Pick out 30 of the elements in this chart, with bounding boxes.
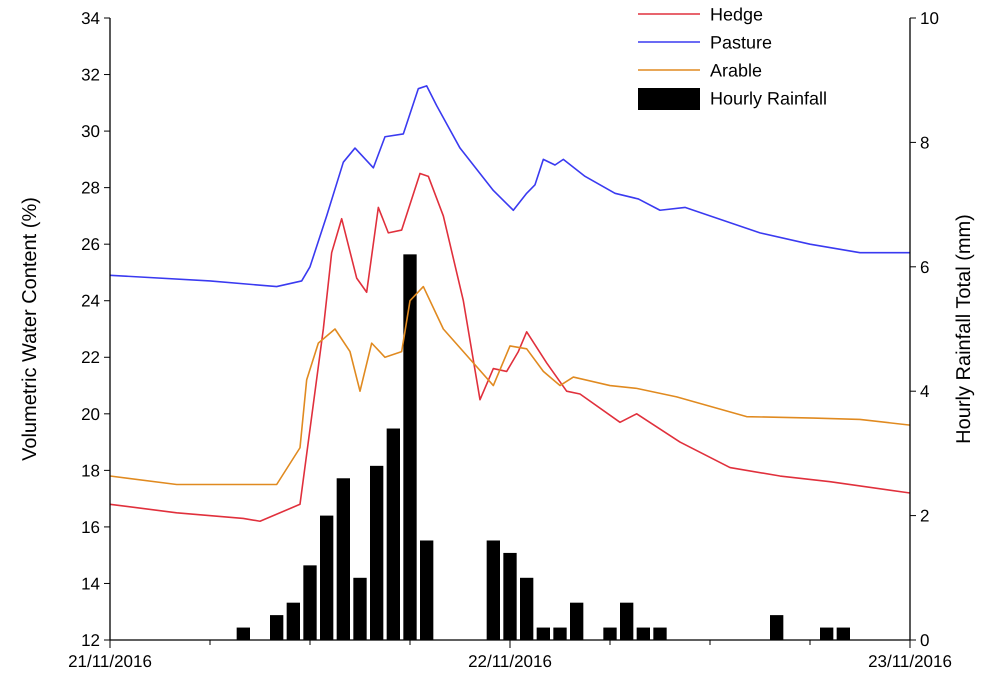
y2-tick-label: 8	[920, 133, 930, 152]
y-axis-title: Volumetric Water Content (%)	[19, 197, 41, 461]
y-tick-label: 20	[81, 404, 100, 424]
y-tick-label: 16	[81, 518, 100, 537]
line-series	[109, 172, 911, 522]
y2-tick-label: 6	[920, 258, 930, 277]
y-tick-label: 30	[81, 122, 100, 142]
y-tick-label: 26	[81, 235, 100, 254]
legend-label: Pasture	[710, 32, 772, 52]
y-tick-label: 32	[81, 65, 100, 84]
x-tick-label: 23/11/2016	[868, 652, 952, 671]
legend-label: Hourly Rainfall	[710, 88, 828, 108]
x-tick-label: 22/11/2016	[468, 652, 552, 671]
y-tick-label: 18	[81, 461, 100, 480]
line-series	[109, 286, 911, 486]
y-tick-label: 28	[81, 178, 100, 198]
y-tick-label: 12	[81, 630, 100, 650]
legend-label: Arable	[710, 60, 762, 80]
y-tick-label: 14	[81, 574, 100, 594]
legend-label: Hedge	[710, 4, 764, 24]
y-tick-label: 34	[81, 8, 100, 28]
y-tick-label: 24	[81, 292, 100, 311]
y2-tick-label: 0	[920, 630, 930, 650]
x-tick-label: 21/11/2016	[68, 652, 152, 671]
y2-tick-label: 2	[920, 506, 930, 526]
y2-tick-label: 4	[920, 382, 930, 402]
y2-axis-title: Hourly Rainfall Total (mm)	[953, 214, 975, 444]
y2-tick-label: 10	[920, 8, 939, 28]
line-series	[109, 85, 911, 288]
y-tick-label: 22	[81, 348, 100, 368]
